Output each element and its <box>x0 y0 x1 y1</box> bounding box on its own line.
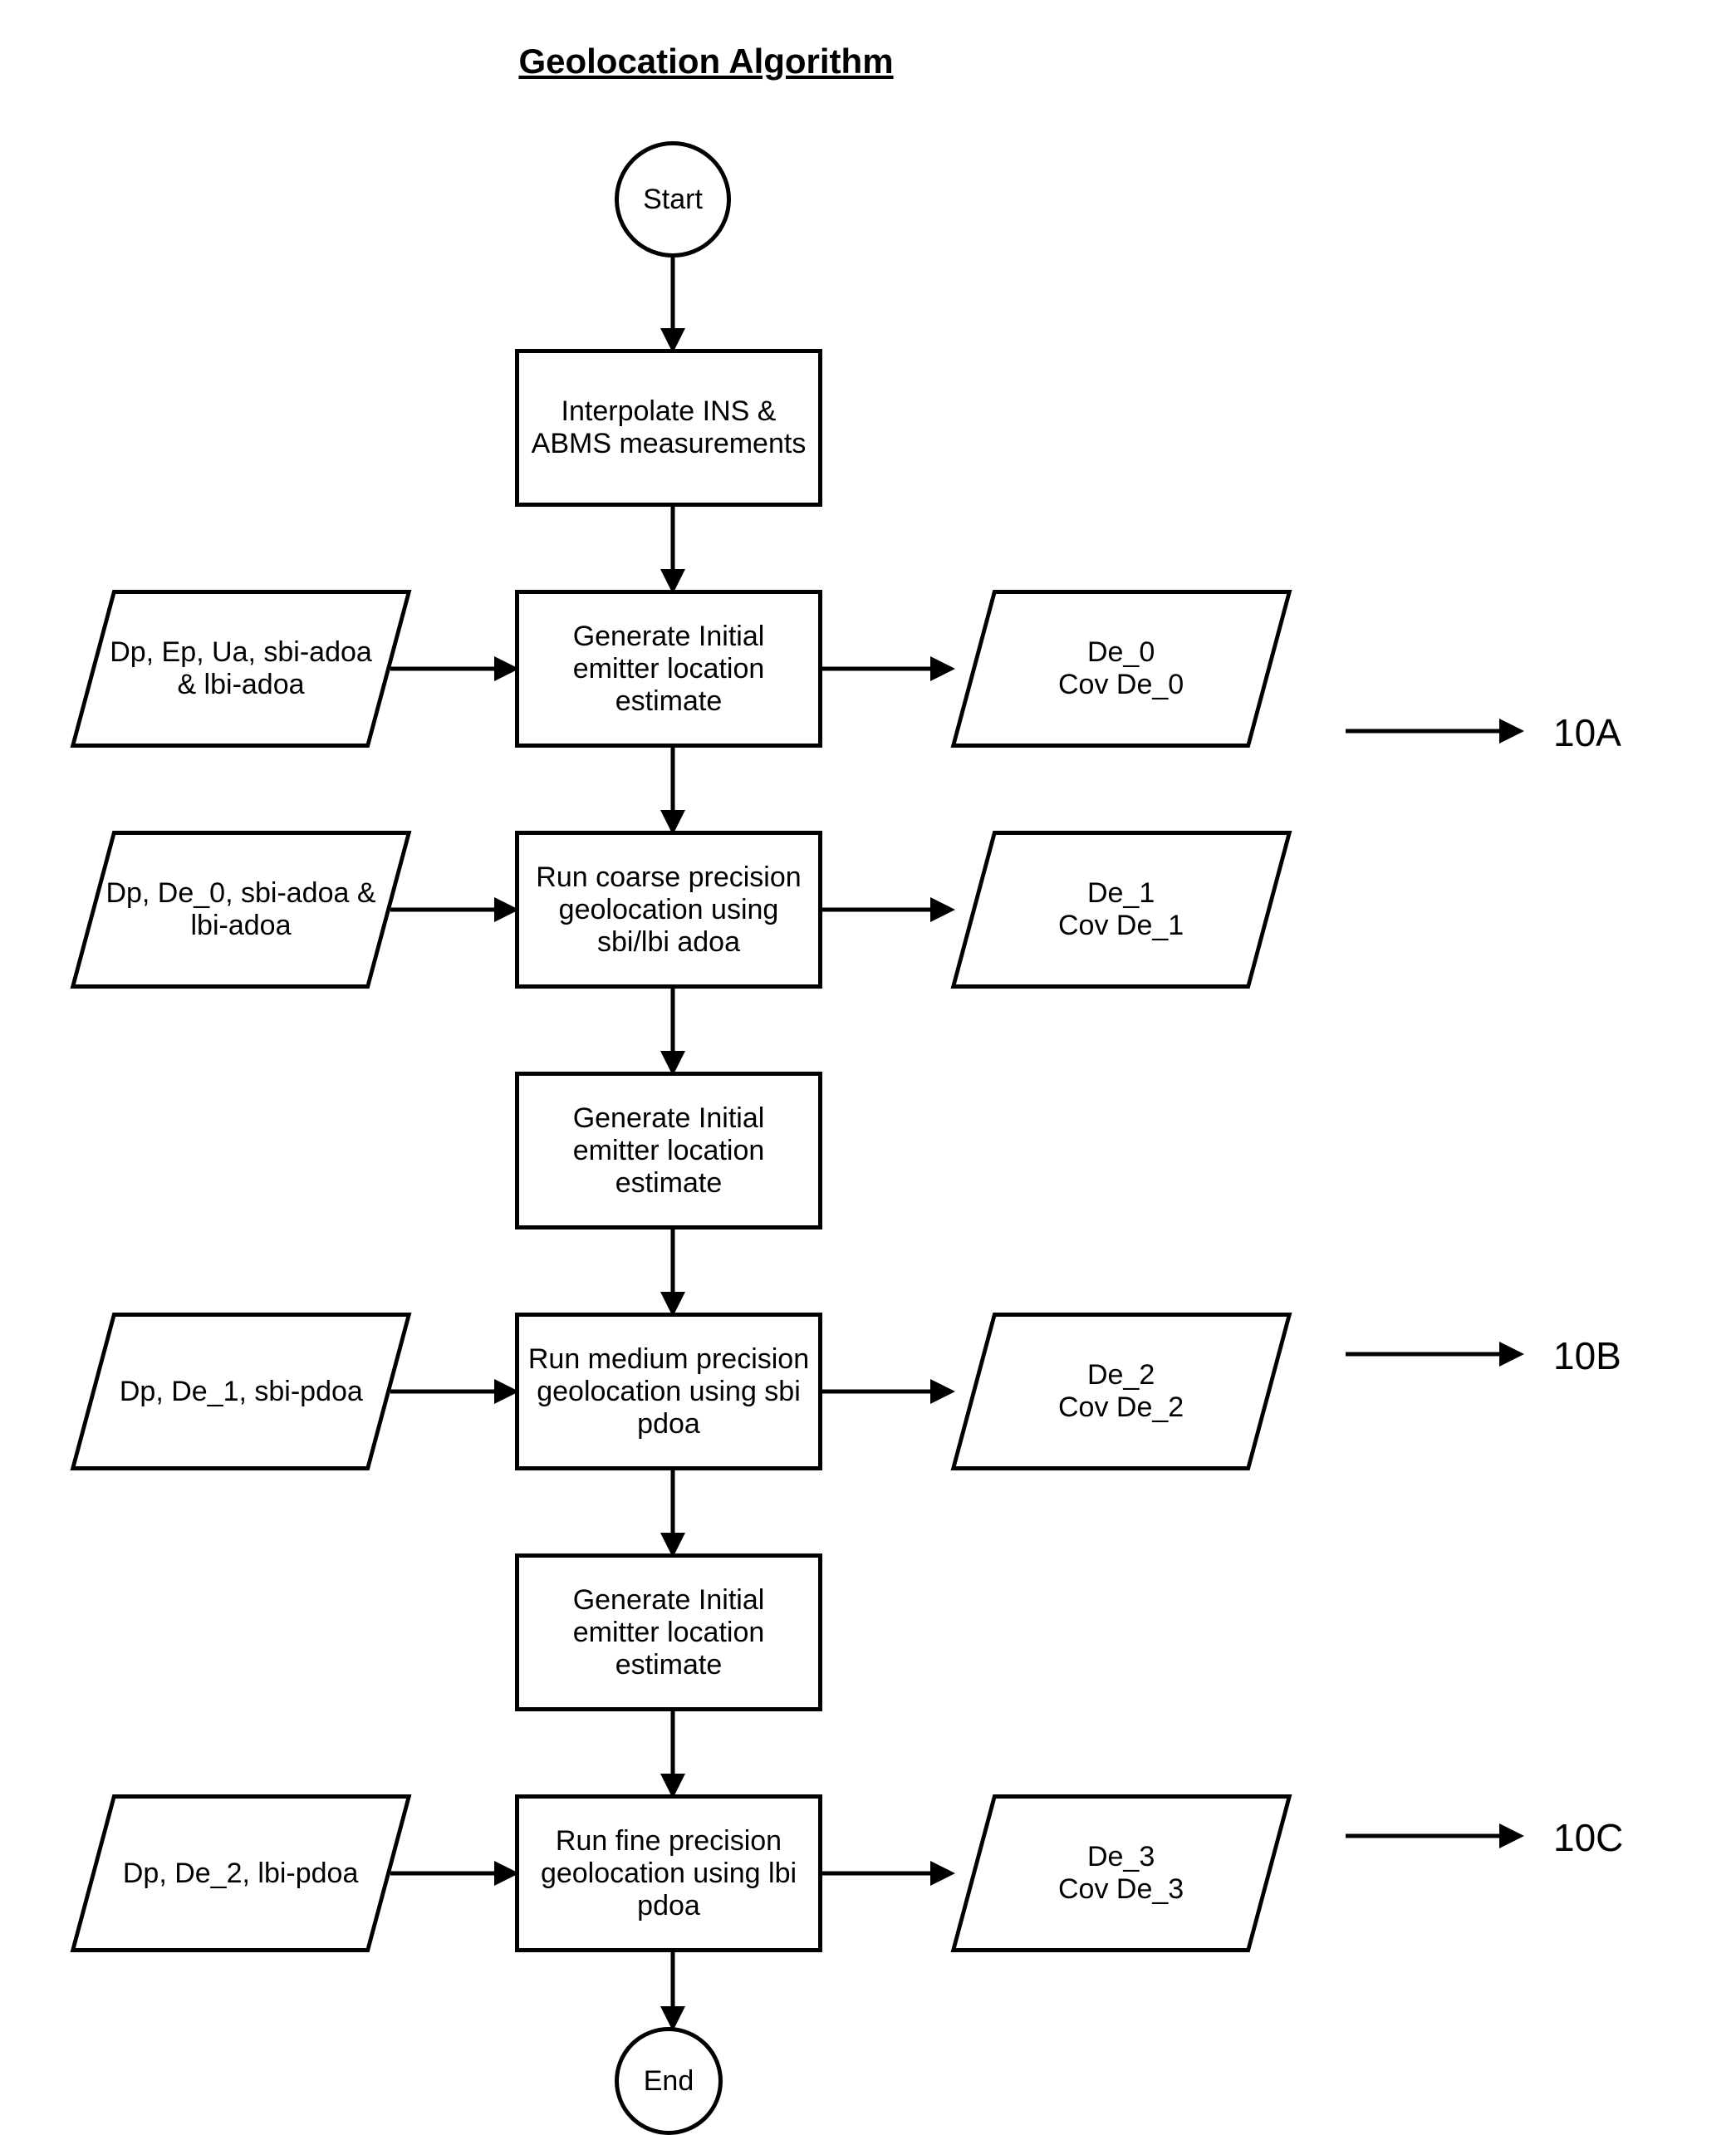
o2-label: De_1Cov De_1 <box>1058 877 1184 942</box>
o1-label: De_0Cov De_0 <box>1058 636 1184 701</box>
p7-process: Run fine precision geolocation using lbi… <box>515 1794 822 1952</box>
start-terminal: Start <box>615 141 731 258</box>
flowchart-canvas: Geolocation Algorithm Start Interpolate I… <box>0 0 1736 2058</box>
i2-label: Dp, De_0, sbi-adoa & lbi-adoa <box>104 877 378 942</box>
p5-label: Run medium precision geolocation using s… <box>527 1343 810 1441</box>
p1-process: Interpolate INS & ABMS measurements <box>515 349 822 507</box>
o1-io: De_0Cov De_0 <box>951 590 1292 748</box>
p4-process: Generate Initial emitter location estima… <box>515 1072 822 1229</box>
diagram-title: Geolocation Algorithm <box>457 42 955 81</box>
o4-io: De_3Cov De_3 <box>951 1794 1292 1952</box>
i3-label: Dp, De_1, sbi-pdoa <box>120 1376 363 1408</box>
p4-label: Generate Initial emitter location estima… <box>527 1102 810 1200</box>
o3-label: De_2Cov De_2 <box>1058 1359 1184 1424</box>
p7-label: Run fine precision geolocation using lbi… <box>527 1825 810 1922</box>
p2-label: Generate Initial emitter location estima… <box>527 621 810 718</box>
end-label: End <box>644 2065 694 2098</box>
p6-label: Generate Initial emitter location estima… <box>527 1584 810 1681</box>
p3-process: Run coarse precision geolocation using s… <box>515 831 822 989</box>
i1-label: Dp, Ep, Ua, sbi-adoa & lbi-adoa <box>104 636 378 701</box>
o2-io: De_1Cov De_1 <box>951 831 1292 989</box>
i2-io: Dp, De_0, sbi-adoa & lbi-adoa <box>71 831 412 989</box>
side-label-10C: 10C <box>1553 1815 1623 1860</box>
i4-io: Dp, De_2, lbi-pdoa <box>71 1794 412 1952</box>
i4-label: Dp, De_2, lbi-pdoa <box>123 1858 359 1890</box>
p5-process: Run medium precision geolocation using s… <box>515 1313 822 1470</box>
o3-io: De_2Cov De_2 <box>951 1313 1292 1470</box>
p6-process: Generate Initial emitter location estima… <box>515 1553 822 1711</box>
p2-process: Generate Initial emitter location estima… <box>515 590 822 748</box>
side-label-10A: 10A <box>1553 710 1621 755</box>
i1-io: Dp, Ep, Ua, sbi-adoa & lbi-adoa <box>71 590 412 748</box>
end-terminal: End <box>615 2027 723 2135</box>
i3-io: Dp, De_1, sbi-pdoa <box>71 1313 412 1470</box>
p1-label: Interpolate INS & ABMS measurements <box>527 395 810 460</box>
arrows-layer <box>0 0 1736 2058</box>
o4-label: De_3Cov De_3 <box>1058 1841 1184 1906</box>
start-label: Start <box>643 184 703 216</box>
p3-label: Run coarse precision geolocation using s… <box>527 861 810 959</box>
side-label-10B: 10B <box>1553 1333 1621 1378</box>
